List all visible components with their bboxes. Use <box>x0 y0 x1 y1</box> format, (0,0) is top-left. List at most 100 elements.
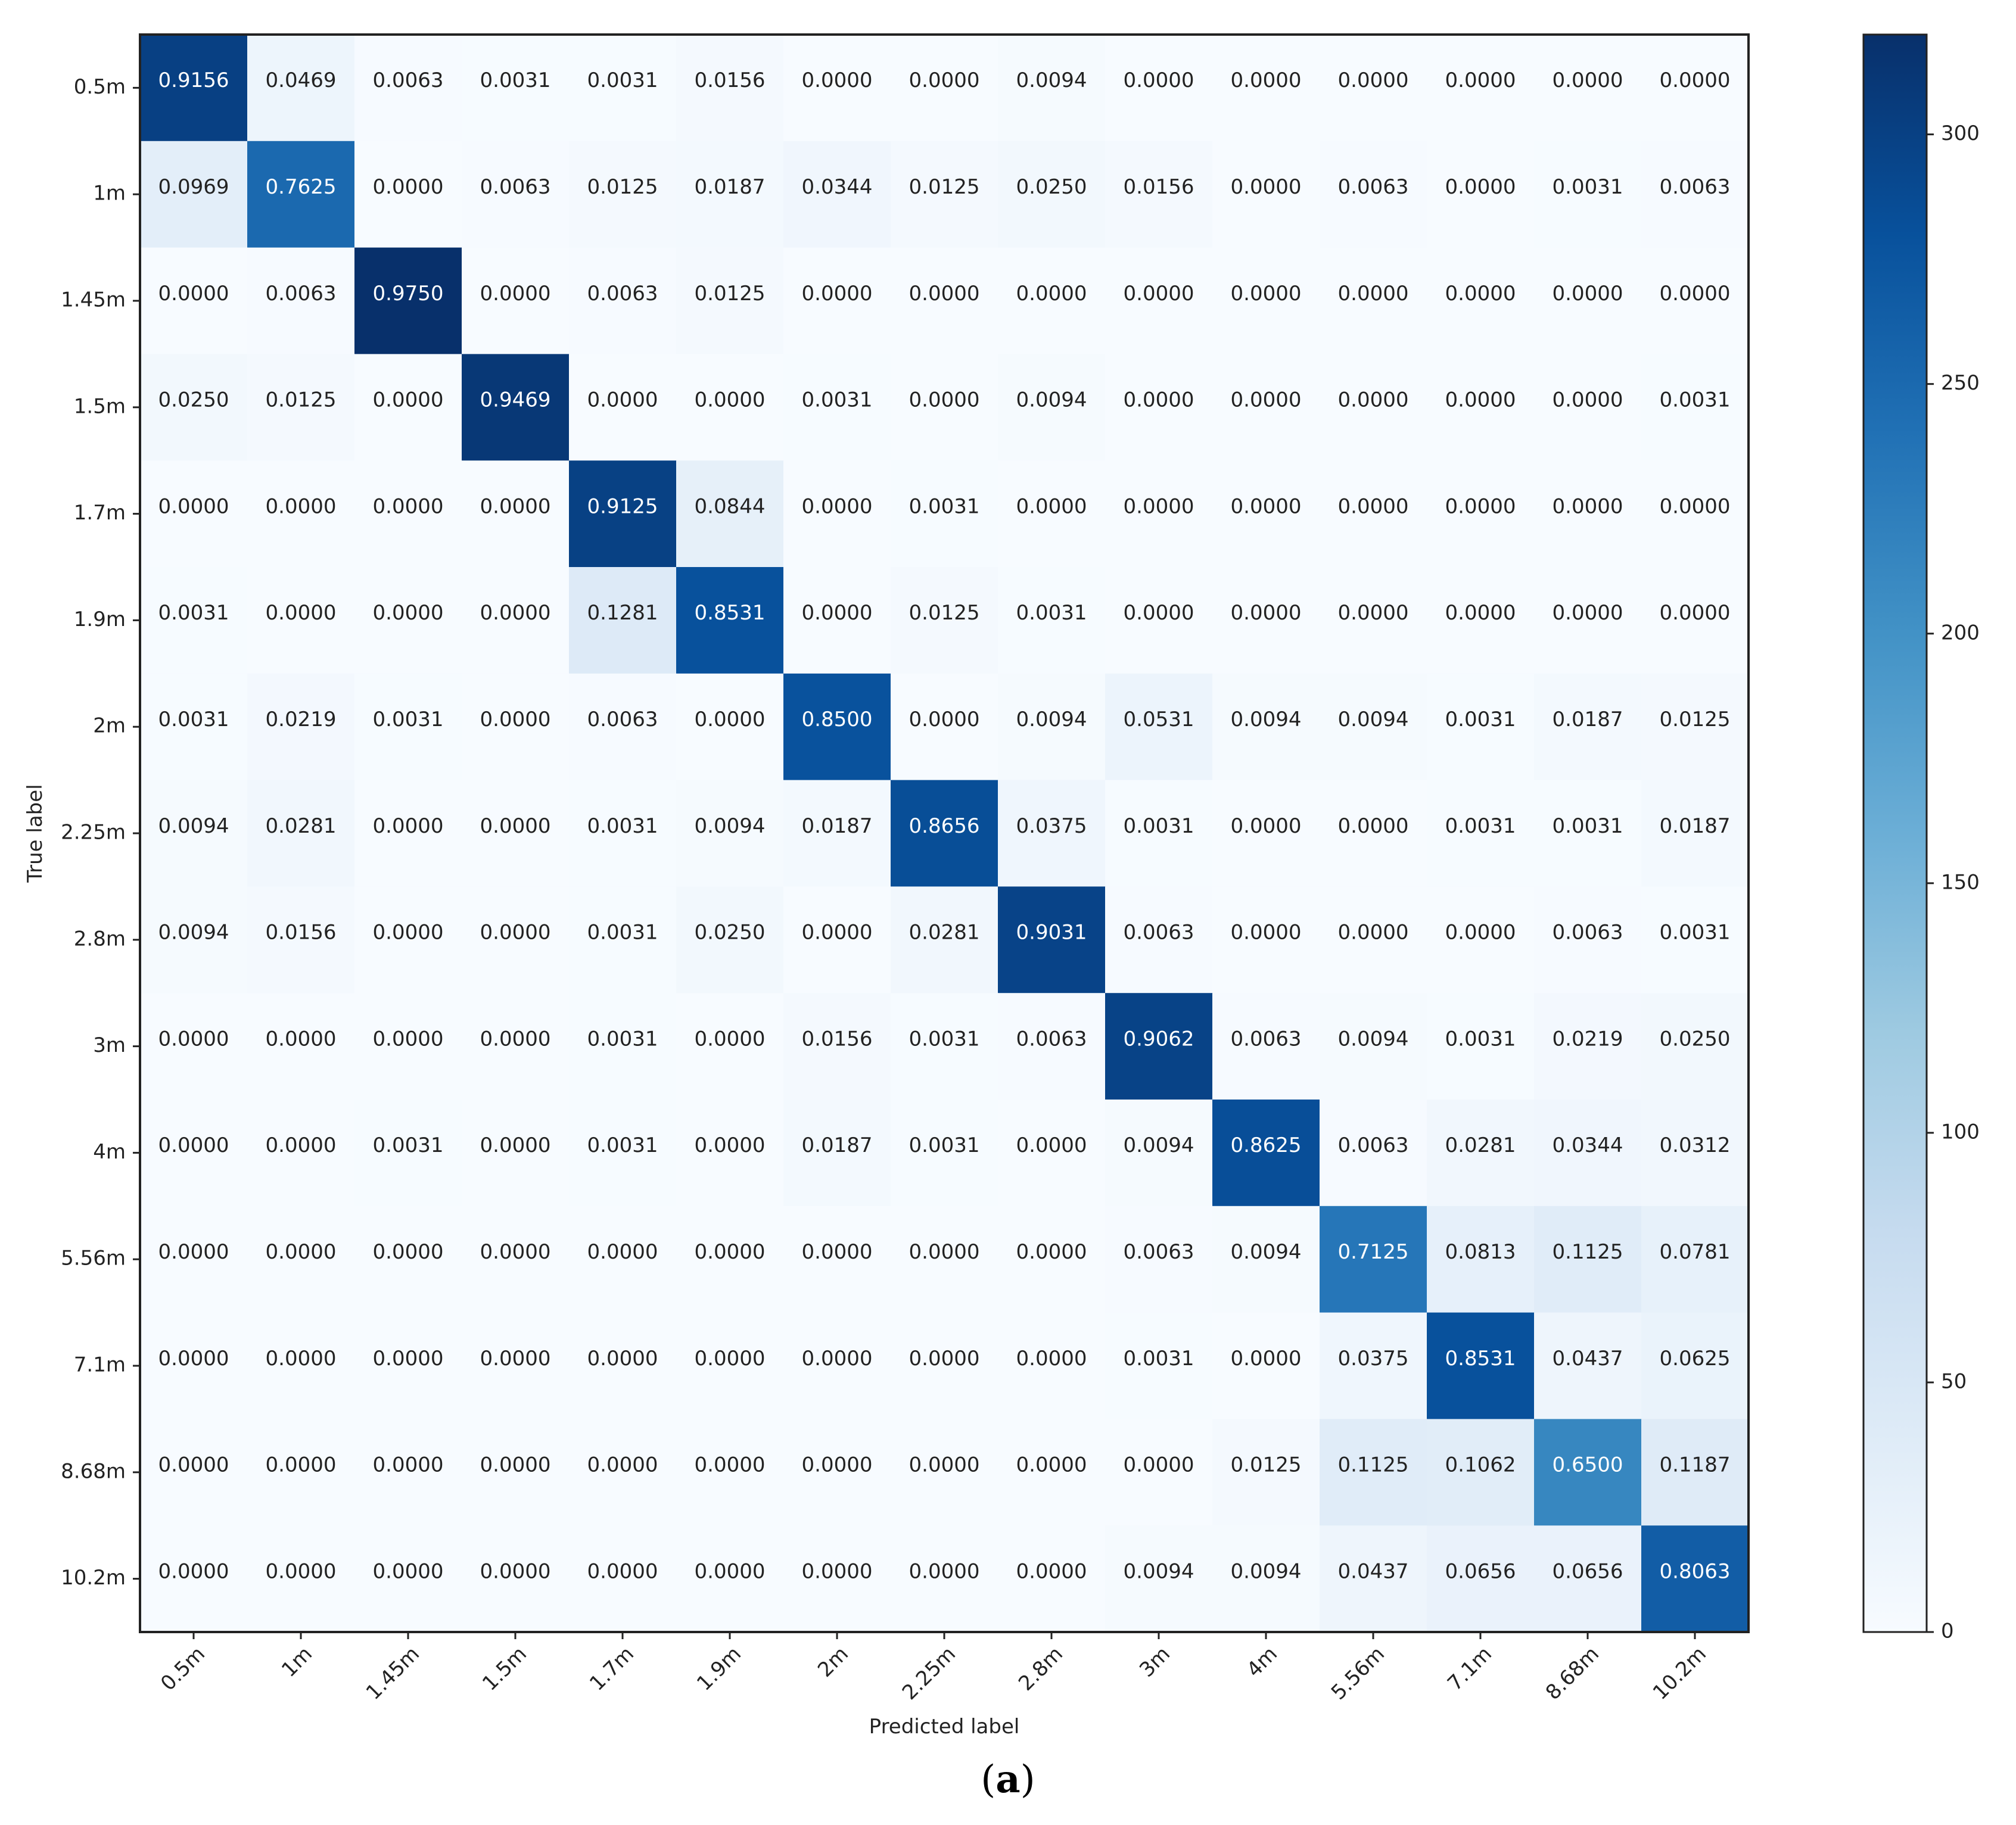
cell-value: 0.0000 <box>266 1559 337 1583</box>
cell-value: 0.0000 <box>373 1240 444 1264</box>
cell-value: 0.0031 <box>373 708 444 731</box>
matrix-cell <box>569 1525 677 1633</box>
matrix-cell <box>998 460 1106 568</box>
cell-value: 0.0000 <box>373 1347 444 1371</box>
matrix-cell <box>1427 1419 1535 1526</box>
matrix-cell <box>1641 1206 1749 1313</box>
matrix-cell <box>1212 1312 1320 1419</box>
cell-value: 0.0000 <box>587 1559 658 1583</box>
cell-value: 0.0000 <box>158 1347 229 1371</box>
cell-value: 0.0000 <box>587 1453 658 1477</box>
matrix-cell <box>247 460 355 568</box>
matrix-cell <box>1534 35 1642 142</box>
matrix-cell <box>1105 673 1213 781</box>
matrix-cell <box>140 460 248 568</box>
matrix-cell <box>1534 886 1642 994</box>
matrix-cell <box>783 780 891 887</box>
cell-value: 0.0031 <box>1445 814 1516 838</box>
cell-value: 0.1125 <box>1553 1240 1623 1264</box>
matrix-cell <box>1212 1100 1320 1207</box>
matrix-cell <box>676 141 784 248</box>
cell-value: 0.0312 <box>1660 1133 1731 1157</box>
matrix-cell <box>998 780 1106 887</box>
matrix-cell <box>1212 460 1320 568</box>
cell-value: 0.0000 <box>909 68 980 92</box>
matrix-cell <box>1641 1100 1749 1207</box>
cell-value: 0.0000 <box>1553 388 1623 412</box>
cell-value: 0.0656 <box>1553 1559 1623 1583</box>
matrix-cell <box>354 673 462 781</box>
cell-value: 0.0000 <box>373 175 444 199</box>
y-tick-label: 7.1m <box>74 1353 126 1377</box>
matrix-cell <box>1534 993 1642 1100</box>
cell-value: 0.7625 <box>266 175 337 199</box>
matrix-cell <box>569 993 677 1100</box>
matrix-cell <box>569 354 677 461</box>
matrix-cell <box>1427 886 1535 994</box>
matrix-cell <box>676 886 784 994</box>
matrix-cell <box>354 780 462 887</box>
cell-value: 0.0000 <box>266 1347 337 1371</box>
cell-value: 0.0000 <box>695 1027 766 1051</box>
cell-value: 0.0344 <box>802 175 873 199</box>
matrix-cell <box>1105 247 1213 354</box>
cell-value: 0.0156 <box>695 68 766 92</box>
cell-value: 0.0000 <box>1445 388 1516 412</box>
cell-value: 0.0000 <box>695 1347 766 1371</box>
cell-value: 0.0000 <box>1231 494 1302 518</box>
y-tick-label: 10.2m <box>61 1566 126 1590</box>
cell-value: 0.0094 <box>158 814 229 838</box>
matrix-cell <box>247 1206 355 1313</box>
matrix-cell <box>1534 780 1642 887</box>
matrix-cell <box>891 1525 998 1633</box>
cell-value: 0.0000 <box>1338 814 1409 838</box>
cell-value: 0.0000 <box>1445 921 1516 945</box>
matrix-cell <box>1212 1525 1320 1633</box>
matrix-cell <box>998 1100 1106 1207</box>
cell-value: 0.0063 <box>266 282 337 306</box>
y-tick-label: 1.9m <box>74 608 126 631</box>
matrix-cell <box>1534 1312 1642 1419</box>
cell-value: 0.0031 <box>1124 1347 1194 1371</box>
cell-value: 0.0250 <box>695 921 766 945</box>
x-tick-label: 3m <box>1135 1642 1175 1682</box>
cell-value: 0.0000 <box>158 1133 229 1157</box>
cell-value: 0.0000 <box>266 1133 337 1157</box>
matrix-cell <box>998 1312 1106 1419</box>
cell-value: 0.1125 <box>1338 1453 1409 1477</box>
x-tick-label: 2.25m <box>898 1642 960 1705</box>
cell-value: 0.0219 <box>1553 1027 1623 1051</box>
cell-value: 0.0031 <box>909 494 980 518</box>
matrix-cell <box>1320 460 1427 568</box>
cell-value: 0.0000 <box>1016 1453 1087 1477</box>
matrix-cell <box>1641 673 1749 781</box>
matrix-cell <box>1534 567 1642 674</box>
matrix-cell <box>462 673 570 781</box>
matrix-cell <box>783 141 891 248</box>
cell-value: 0.0000 <box>802 494 873 518</box>
x-tick-label: 1.7m <box>585 1642 639 1696</box>
matrix-cell <box>676 247 784 354</box>
matrix-cell <box>1534 1206 1642 1313</box>
cell-value: 0.0000 <box>1016 1347 1087 1371</box>
cell-value: 0.0000 <box>1016 1559 1087 1583</box>
matrix-cell <box>462 460 570 568</box>
cell-value: 0.0000 <box>802 282 873 306</box>
cell-value: 0.0031 <box>1553 814 1623 838</box>
matrix-cell <box>1427 141 1535 248</box>
x-tick-label: 10.2m <box>1648 1642 1711 1705</box>
cell-value: 0.0000 <box>158 1240 229 1264</box>
matrix-cell <box>1534 247 1642 354</box>
cell-value: 0.0000 <box>1016 494 1087 518</box>
matrix-cell <box>783 247 891 354</box>
cell-value: 0.0625 <box>1660 1347 1731 1371</box>
y-tick-label: 2m <box>93 714 126 738</box>
x-tick-label: 8.68m <box>1541 1642 1604 1705</box>
cell-value: 0.0125 <box>587 175 658 199</box>
cell-value: 0.0219 <box>266 708 337 731</box>
cell-value: 0.9031 <box>1016 921 1087 945</box>
cell-value: 0.0000 <box>909 282 980 306</box>
cell-value: 0.0000 <box>266 494 337 518</box>
matrix-cell <box>891 567 998 674</box>
matrix-cell <box>1320 780 1427 887</box>
